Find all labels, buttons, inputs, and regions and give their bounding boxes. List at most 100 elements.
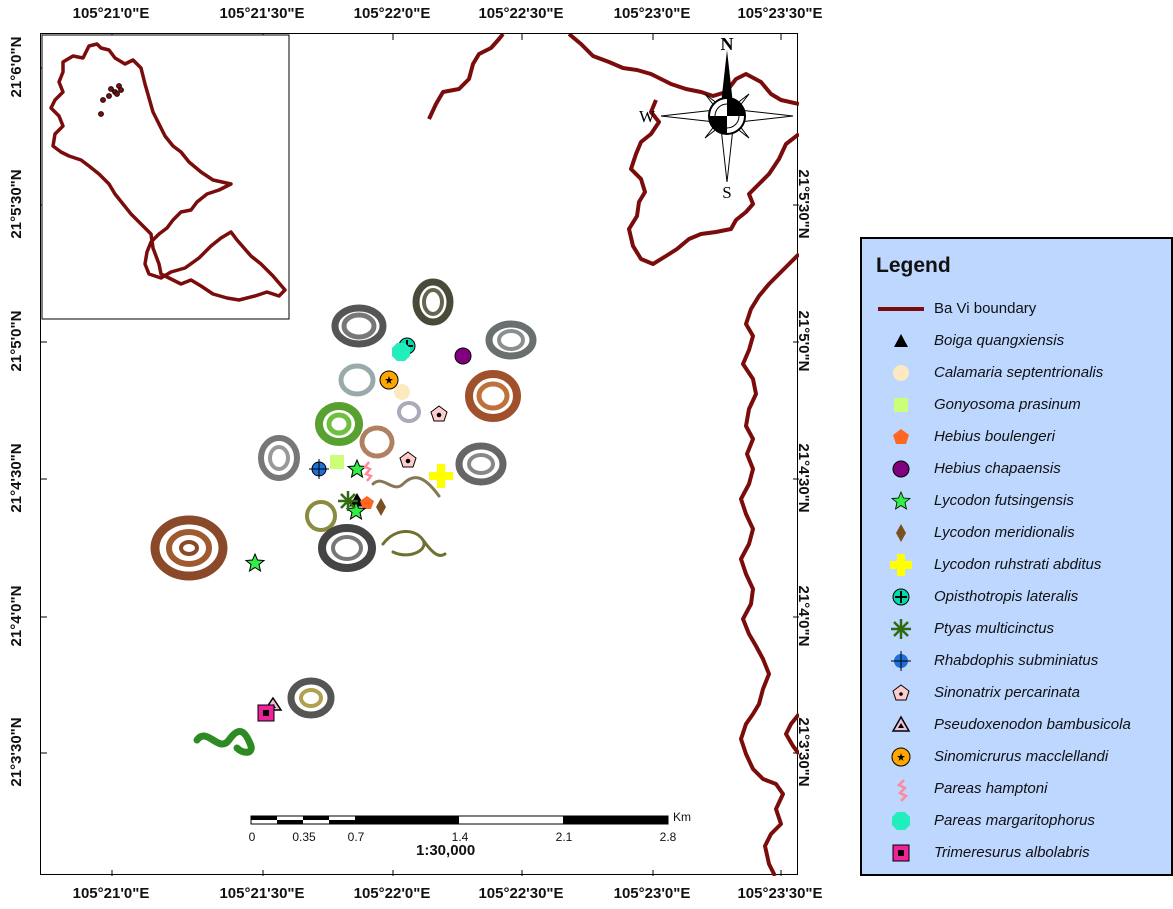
scale-tick: 2.1	[555, 830, 573, 844]
inset-map	[41, 34, 290, 320]
lat-label: 21°6'0"N	[8, 36, 25, 98]
legend-item-label: Lycodon futsingensis	[934, 492, 1074, 509]
gonyosoma-prasinum-marker	[330, 455, 344, 469]
lon-label: 105°21'0"E	[72, 885, 150, 902]
scale-tick: 0	[248, 830, 256, 844]
legend-item-label: Sinomicrurus macclellandi	[934, 748, 1109, 765]
scale-tick: 0.7	[347, 830, 365, 844]
legend-item-label: Gonyosoma prasinum	[934, 396, 1081, 413]
lat-label: 21°4'30"N	[8, 443, 25, 513]
triangle-outlined-symbol-icon	[878, 709, 924, 741]
legend-item: Hebius boulengeri	[862, 421, 1172, 453]
legend-item-label: Ba Vi boundary	[934, 300, 1037, 317]
lon-label: 105°21'30"E	[219, 885, 305, 902]
legend-title: Legend	[876, 254, 951, 277]
snake-photo	[371, 476, 441, 498]
crosshair-symbol-icon	[878, 645, 924, 677]
lycodon-meridionalis-marker	[376, 498, 386, 516]
snake-photo	[315, 402, 363, 446]
lon-label: 105°23'0"E	[613, 5, 691, 22]
map-frame: N S E W	[40, 32, 809, 877]
snake-photo	[305, 500, 337, 532]
legend-item-label: Lycodon meridionalis	[934, 524, 1075, 541]
square-symbol-icon	[878, 389, 924, 421]
snake-photo	[338, 363, 376, 397]
compass-rose: N S E W	[639, 34, 809, 202]
circle-outlined-symbol-icon	[878, 453, 924, 485]
lon-label: 105°22'0"E	[353, 5, 431, 22]
lon-label: 105°23'30"E	[737, 5, 823, 22]
legend-item-label: Opisthotropis lateralis	[934, 588, 1079, 605]
ba-vi-boundary	[427, 32, 801, 877]
legend-item: Pareas hamptoni	[862, 773, 1172, 805]
legend-item: Opisthotropis lateralis	[862, 581, 1172, 613]
snake-photo	[258, 435, 300, 481]
scale-tick: 2.8	[659, 830, 677, 844]
circle-star-symbol-icon	[878, 741, 924, 773]
legend-item: Pareas margaritophorus	[862, 805, 1172, 837]
sinomicrurus-macclellandi-marker	[379, 370, 399, 390]
sinonatrix-percarinata-marker	[399, 451, 417, 468]
circle-symbol-icon	[878, 357, 924, 389]
snake-photo	[397, 401, 421, 423]
zigzag-symbol-icon	[878, 773, 924, 805]
snake-photo	[381, 530, 447, 557]
snake-photo	[359, 425, 395, 459]
snake-photo	[318, 524, 376, 572]
legend-item-label: Trimeresurus albolabris	[934, 844, 1090, 861]
trimeresurus-albolabris-marker	[257, 704, 275, 722]
legend-item-label: Hebius boulengeri	[934, 428, 1055, 445]
asterisk-symbol-icon	[878, 613, 924, 645]
lycodon-ruhstrati-abditus-marker	[429, 464, 453, 488]
lon-label: 105°23'0"E	[613, 885, 691, 902]
compass-n: N	[721, 34, 734, 54]
snake-photo	[193, 728, 255, 756]
legend-item: Boiga quangxiensis	[862, 325, 1172, 357]
legend-item: Hebius chapaensis	[862, 453, 1172, 485]
map-canvas: N S E W	[41, 32, 809, 877]
lat-label: 21°3'30"N	[8, 717, 25, 787]
snake-photo	[412, 278, 454, 326]
legend-item: Ba Vi boundary	[862, 293, 1172, 325]
compass-w: W	[639, 107, 656, 126]
species-markers	[244, 337, 472, 722]
legend-item-label: Calamaria septentrionalis	[934, 364, 1104, 381]
scale-ratio: 1:30,000	[416, 842, 476, 859]
triangle-symbol-icon	[878, 325, 924, 357]
lon-label: 105°21'0"E	[72, 5, 150, 22]
scale-tick: 0.35	[292, 830, 316, 844]
lon-label: 105°22'0"E	[353, 885, 431, 902]
compass-s: S	[722, 183, 731, 202]
legend-item: Rhabdophis subminiatus	[862, 645, 1172, 677]
line-symbol-icon	[878, 293, 924, 325]
legend-item-label: Sinonatrix percarinata	[934, 684, 1080, 701]
legend-item: Ptyas multicinctus	[862, 613, 1172, 645]
pentagon-dot-symbol-icon	[878, 677, 924, 709]
legend-item: Gonyosoma prasinum	[862, 389, 1172, 421]
ptyas-multicinctus-marker	[338, 491, 358, 511]
lat-label: 21°5'0"N	[8, 310, 25, 372]
rhabdophis-subminiatus-marker	[309, 459, 329, 479]
hebius-boulengeri-marker	[360, 496, 374, 509]
legend-item-label: Rhabdophis subminiatus	[934, 652, 1099, 669]
snake-photo	[455, 442, 507, 486]
lon-label: 105°22'30"E	[478, 5, 564, 22]
snake-photo	[465, 370, 521, 422]
legend-item: Pseudoxenodon bambusicola	[862, 709, 1172, 741]
legend-item-label: Pareas hamptoni	[934, 780, 1048, 797]
lon-label: 105°22'30"E	[478, 885, 564, 902]
snake-photo	[331, 304, 387, 348]
sinonatrix-percarinata-marker	[430, 405, 448, 422]
lycodon-futsingensis-marker	[346, 458, 368, 479]
snake-photos	[150, 278, 537, 756]
circle-cross-symbol-icon	[878, 581, 924, 613]
legend-item-label: Ptyas multicinctus	[934, 620, 1055, 637]
inset-sample-points	[98, 83, 124, 117]
lycodon-futsingensis-marker	[244, 552, 266, 573]
scale-unit: Km	[673, 810, 691, 824]
legend-item-label: Boiga quangxiensis	[934, 332, 1065, 349]
star-symbol-icon	[878, 485, 924, 517]
lat-label: 21°5'30"N	[8, 169, 25, 239]
legend-item-label: Lycodon ruhstrati abditus	[934, 556, 1102, 573]
legend-item: Trimeresurus albolabris	[862, 837, 1172, 869]
